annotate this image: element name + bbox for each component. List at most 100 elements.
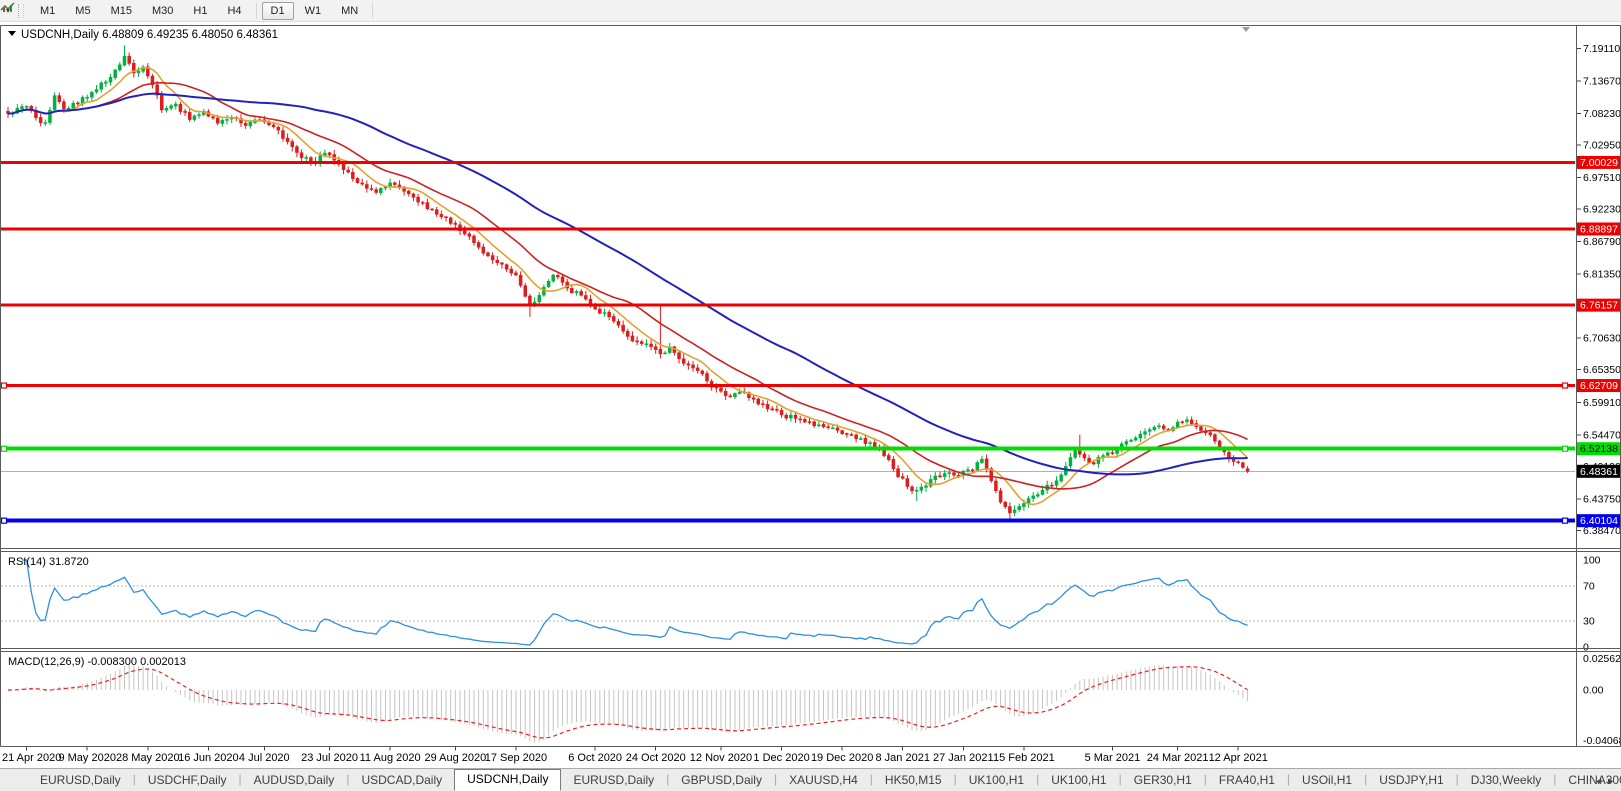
rsi-tick-label: 100 [1583, 555, 1601, 567]
current-price-badge: 6.48361 [1577, 464, 1621, 478]
price-tick-label: 7.19110 [1583, 43, 1620, 55]
chart-tab-audusd-daily[interactable]: AUDUSD,Daily [253, 773, 335, 787]
chart-tool-button[interactable]: ▾ [0, 2, 15, 16]
timeframe-button-h4[interactable]: H4 [227, 4, 242, 17]
date-tick-label: 6 Oct 2020 [568, 752, 622, 764]
chart-tab-usoil-h1[interactable]: USOil,H1 [1302, 773, 1353, 787]
horizontal-line-6.62709[interactable] [0, 382, 1575, 389]
date-tick-label: 17 Sep 2020 [485, 752, 547, 764]
toolbar-separator [255, 2, 257, 19]
chart-tab-usdcnh-daily[interactable]: USDCNH,Daily [454, 769, 562, 791]
chart-tab-hk50-m15[interactable]: HK50,M15 [884, 773, 942, 787]
ma-slow-line [7, 92, 1248, 476]
svg-text:6.52138: 6.52138 [1580, 443, 1618, 455]
svg-text:6.48361: 6.48361 [1580, 466, 1618, 478]
tab-scroll-left-icon[interactable]: ◄ [1594, 776, 1607, 786]
date-tick-label: 19 Dec 2020 [811, 752, 873, 764]
timeframe-button-m5[interactable]: M5 [75, 4, 91, 17]
chart-tab-usdcad-daily[interactable]: USDCAD,Daily [361, 773, 443, 787]
line-handle[interactable] [0, 517, 8, 524]
chart-shift-marker[interactable] [1242, 27, 1250, 32]
svg-text:6.88897: 6.88897 [1580, 223, 1618, 235]
price-tick-label: 7.13670 [1583, 75, 1621, 87]
timeframe-button-m15[interactable]: M15 [110, 4, 132, 17]
price-tick-label: 6.43750 [1583, 493, 1621, 505]
timeframes-toolbar: ▾ M1 M5 M15 M30 H1 H4 D1 W1 MN [0, 0, 1621, 22]
tab-divider: | [953, 772, 957, 786]
svg-text:7.00029: 7.00029 [1580, 157, 1618, 169]
chart-tab-china300-h1[interactable]: CHINA300,H1 [1568, 773, 1621, 787]
tab-divider: | [346, 772, 350, 786]
date-tick-label: 16 Jun 2020 [178, 752, 239, 764]
price-tick-label: 7.08230 [1583, 108, 1621, 120]
horizontal-line-6.52138[interactable] [0, 445, 1575, 452]
toolbar-separator [372, 2, 374, 19]
date-tick-label: 15 Feb 2021 [993, 752, 1055, 764]
date-tick-label: 4 Jul 2020 [239, 752, 290, 764]
timeframe-button-m30[interactable]: M30 [151, 4, 174, 17]
tab-scroll-right-icon[interactable]: ► [1606, 776, 1618, 786]
chart-tab-gbpusd-daily[interactable]: GBPUSD,Daily [681, 773, 762, 787]
tab-divider: | [1203, 772, 1207, 786]
price-tick-label: 6.97510 [1583, 172, 1621, 184]
chart-canvas[interactable]: 7.19110 7.13670 7.08230 7.02950 6.97510 6.922… [0, 0, 1621, 768]
price-tick-label: 6.38470 [1583, 525, 1621, 537]
chart-tab-uk100-h1[interactable]: UK100,H1 [968, 773, 1025, 787]
macd-indicator-label: MACD(12,26,9) -0.008300 0.002013 [8, 656, 186, 668]
chart-tab-xauusd-h4[interactable]: XAUUSD,H4 [789, 773, 858, 787]
date-tick-label: 1 Dec 2020 [753, 752, 809, 764]
hline-price-badge: 7.00029 [1577, 155, 1621, 169]
chart-tab-usdchf-daily[interactable]: USDCHF,Daily [147, 773, 227, 787]
rsi-tick-label: 0 [1583, 642, 1589, 654]
date-tick-label: 12 Nov 2020 [690, 752, 752, 764]
date-tick-label: 24 Oct 2020 [626, 752, 686, 764]
timeframe-button-d1[interactable]: D1 [261, 1, 294, 20]
symbol-ohlc-title: USDCNH,Daily 6.48809 6.49235 6.48050 6.4… [21, 29, 278, 41]
hline-price-badge: 6.76157 [1577, 298, 1621, 312]
toolbar-drag-handle[interactable] [18, 3, 25, 18]
chart-tab-uk100-h1[interactable]: UK100,H1 [1051, 773, 1107, 787]
tab-divider: | [1286, 772, 1291, 786]
chart-tab-usdjpy-h1[interactable]: USDJPY,H1 [1379, 773, 1444, 787]
tab-scroll-arrows: ◄► [1594, 776, 1618, 786]
ma-fast-line [7, 66, 1249, 506]
line-handle[interactable] [1561, 517, 1569, 524]
line-handle[interactable] [0, 382, 8, 389]
date-tick-label: 29 Aug 2020 [424, 752, 486, 764]
timeframe-button-w1[interactable]: W1 [304, 4, 322, 17]
price-tick-label: 6.81350 [1583, 269, 1621, 281]
tab-divider: | [773, 772, 778, 786]
tab-divider: | [1553, 772, 1557, 786]
macd-histogram [12, 664, 1249, 743]
macd-tick-label: 0.025623 [1583, 653, 1621, 665]
timeframe-buttons-group: M1 M5 M15 M30 H1 H4 D1 W1 MN [30, 1, 368, 20]
chart-tab-eurusd-daily[interactable]: EURUSD,Daily [573, 773, 655, 787]
tab-divider: | [1118, 772, 1122, 786]
price-tick-label: 6.54470 [1583, 429, 1621, 441]
line-handle[interactable] [1561, 382, 1569, 389]
price-tick-label: 6.59910 [1583, 397, 1621, 409]
hline-price-badge: 6.62709 [1577, 379, 1621, 393]
date-tick-label: 24 Mar 2021 [1147, 752, 1209, 764]
date-tick-label: 5 Mar 2021 [1085, 752, 1141, 764]
chart-tab-eurusd-daily[interactable]: EURUSD,Daily [40, 773, 121, 787]
chart-tab-fra40-h1[interactable]: FRA40,H1 [1218, 773, 1275, 787]
chart-tab-ger30-h1[interactable]: GER30,H1 [1133, 773, 1192, 787]
timeframe-button-h1[interactable]: H1 [193, 4, 208, 17]
chart-tabs: EURUSD,Daily | USDCHF,Daily | AUDUSD,Daily | U… [28, 769, 1621, 791]
svg-text:6.62709: 6.62709 [1580, 380, 1618, 392]
line-handle[interactable] [0, 445, 8, 452]
date-tick-label: 9 May 2020 [58, 752, 115, 764]
line-handle[interactable] [1561, 445, 1569, 452]
hline-price-badge: 6.88897 [1577, 222, 1621, 236]
collapse-icon[interactable] [8, 31, 16, 36]
chart-tab-dj30-weekly[interactable]: DJ30,Weekly [1470, 773, 1542, 787]
horizontal-line-6.40104[interactable] [0, 517, 1575, 524]
rsi-line [21, 559, 1248, 646]
tab-divider: | [1364, 772, 1368, 786]
timeframe-button-mn[interactable]: MN [341, 4, 359, 17]
timeframe-button-m1[interactable]: M1 [40, 4, 56, 17]
rsi-tick-label: 30 [1583, 615, 1595, 627]
hline-price-badge: 6.40104 [1577, 514, 1621, 528]
